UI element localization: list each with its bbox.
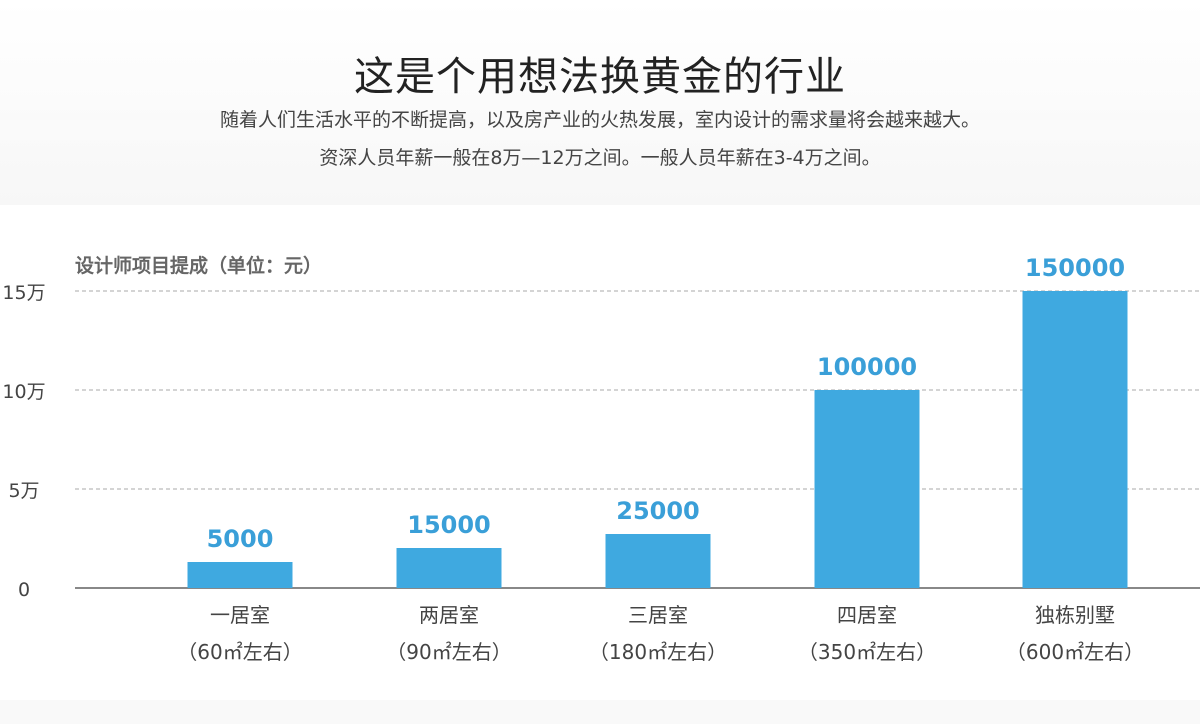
x-category-sublabel: （350㎡左右） xyxy=(798,640,936,664)
x-category-sublabel: （60㎡左右） xyxy=(177,640,302,664)
x-category-sublabel: （180㎡左右） xyxy=(589,640,727,664)
x-category-label: 三居室 xyxy=(628,603,688,627)
x-category-label: 独栋别墅 xyxy=(1035,603,1115,627)
bar-4 xyxy=(814,390,920,588)
y-tick-label: 15万 xyxy=(2,282,45,304)
chart-title: 设计师项目提成（单位：元） xyxy=(75,254,322,277)
data-label: 100000 xyxy=(817,353,917,381)
x-category-label: 四居室 xyxy=(837,603,897,627)
y-tick-label: 5万 xyxy=(8,480,39,502)
bar-5 xyxy=(1022,291,1128,588)
x-category-label: 一居室 xyxy=(210,603,270,627)
bar-3 xyxy=(605,534,711,588)
bar-2 xyxy=(396,548,502,588)
data-label: 150000 xyxy=(1025,254,1125,282)
x-category-sublabel: （90㎡左右） xyxy=(386,640,511,664)
data-label: 5000 xyxy=(207,525,274,553)
footer-strip xyxy=(0,700,1200,724)
x-category-sublabel: （600㎡左右） xyxy=(1006,640,1144,664)
data-label: 15000 xyxy=(407,511,491,539)
bar-1 xyxy=(187,562,293,588)
x-category-label: 两居室 xyxy=(419,603,479,627)
header-banner xyxy=(0,0,1200,205)
page-title: 这是个用想法换黄金的行业 xyxy=(354,54,846,100)
data-label: 25000 xyxy=(616,497,700,525)
y-tick-label: 0 xyxy=(18,579,30,601)
y-tick-label: 10万 xyxy=(2,381,45,403)
subtitle-line-2: 资深人员年薪一般在8万—12万之间。一般人员年薪在3-4万之间。 xyxy=(319,147,881,169)
subtitle-line-1: 随着人们生活水平的不断提高，以及房产业的火热发展，室内设计的需求量将会越来越大。 xyxy=(219,109,980,131)
